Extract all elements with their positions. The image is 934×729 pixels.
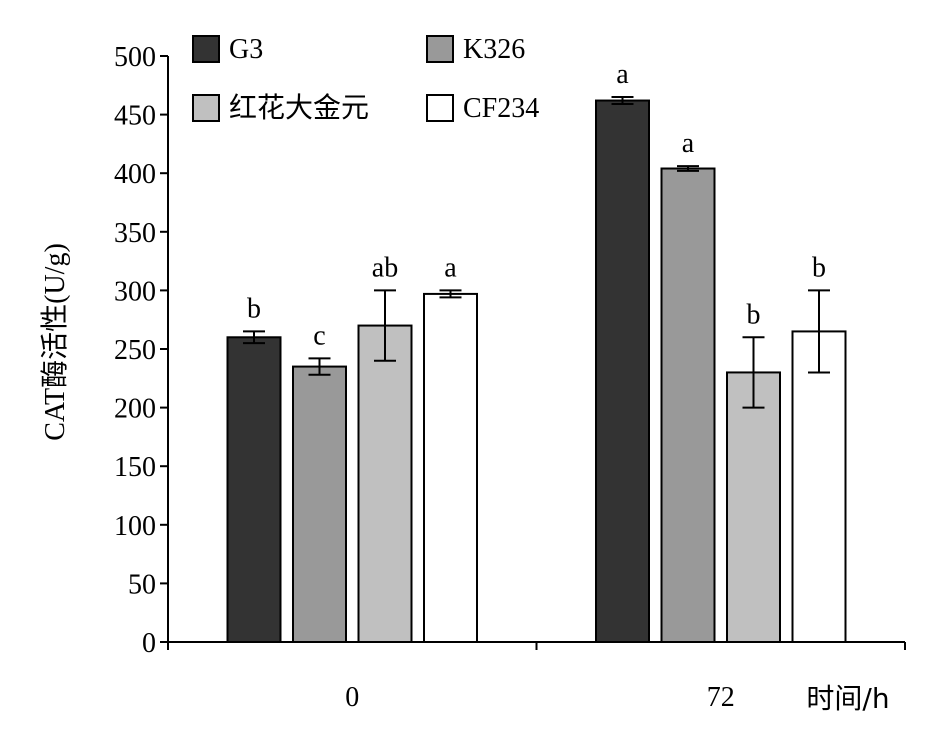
x-category-label: 0 xyxy=(345,682,359,713)
y-tick-label: 500 xyxy=(114,42,156,73)
y-tick-label: 300 xyxy=(114,276,156,307)
significance-label: b xyxy=(747,299,761,330)
y-tick-label: 400 xyxy=(114,159,156,190)
legend-swatch xyxy=(426,35,454,63)
y-tick-label: 50 xyxy=(128,569,156,600)
x-category-label: 72 xyxy=(707,682,735,713)
y-tick-label: 150 xyxy=(114,452,156,483)
significance-label: a xyxy=(444,252,457,283)
y-axis-title: CAT酶活性(U/g) xyxy=(39,243,71,441)
bar xyxy=(292,365,347,643)
bar xyxy=(726,371,781,643)
significance-label: ab xyxy=(372,252,398,283)
axes: 0 50 100 150 200 250 300 350 400 450 500 xyxy=(114,42,906,659)
bar xyxy=(357,324,413,643)
significance-label: b xyxy=(247,293,261,324)
legend-label: 红花大金元 xyxy=(229,91,369,124)
bar xyxy=(595,99,650,643)
y-tick-label: 450 xyxy=(114,101,156,132)
legend: G3 K326 红花大金元 CF234 xyxy=(192,34,539,124)
legend-swatch xyxy=(192,35,220,63)
significance-label: b xyxy=(812,252,826,283)
x-axis-title: 时间/h xyxy=(806,682,889,715)
significance-label: c xyxy=(313,320,325,351)
legend-label: CF234 xyxy=(463,93,539,124)
significance-label: a xyxy=(682,128,695,159)
y-tick-label: 350 xyxy=(114,218,156,249)
legend-swatch xyxy=(426,94,454,122)
significance-label: a xyxy=(616,59,629,90)
bar xyxy=(791,330,847,643)
legend-swatch xyxy=(192,94,220,122)
bar xyxy=(226,336,282,643)
y-tick-label: 0 xyxy=(142,628,156,659)
error-bars xyxy=(243,96,830,409)
bar xyxy=(423,292,478,643)
bar xyxy=(660,167,716,643)
y-tick-label: 200 xyxy=(114,394,156,425)
legend-label: K326 xyxy=(463,34,525,65)
y-tick-label: 250 xyxy=(114,335,156,366)
legend-label: G3 xyxy=(229,34,263,65)
y-tick-label: 100 xyxy=(114,511,156,542)
